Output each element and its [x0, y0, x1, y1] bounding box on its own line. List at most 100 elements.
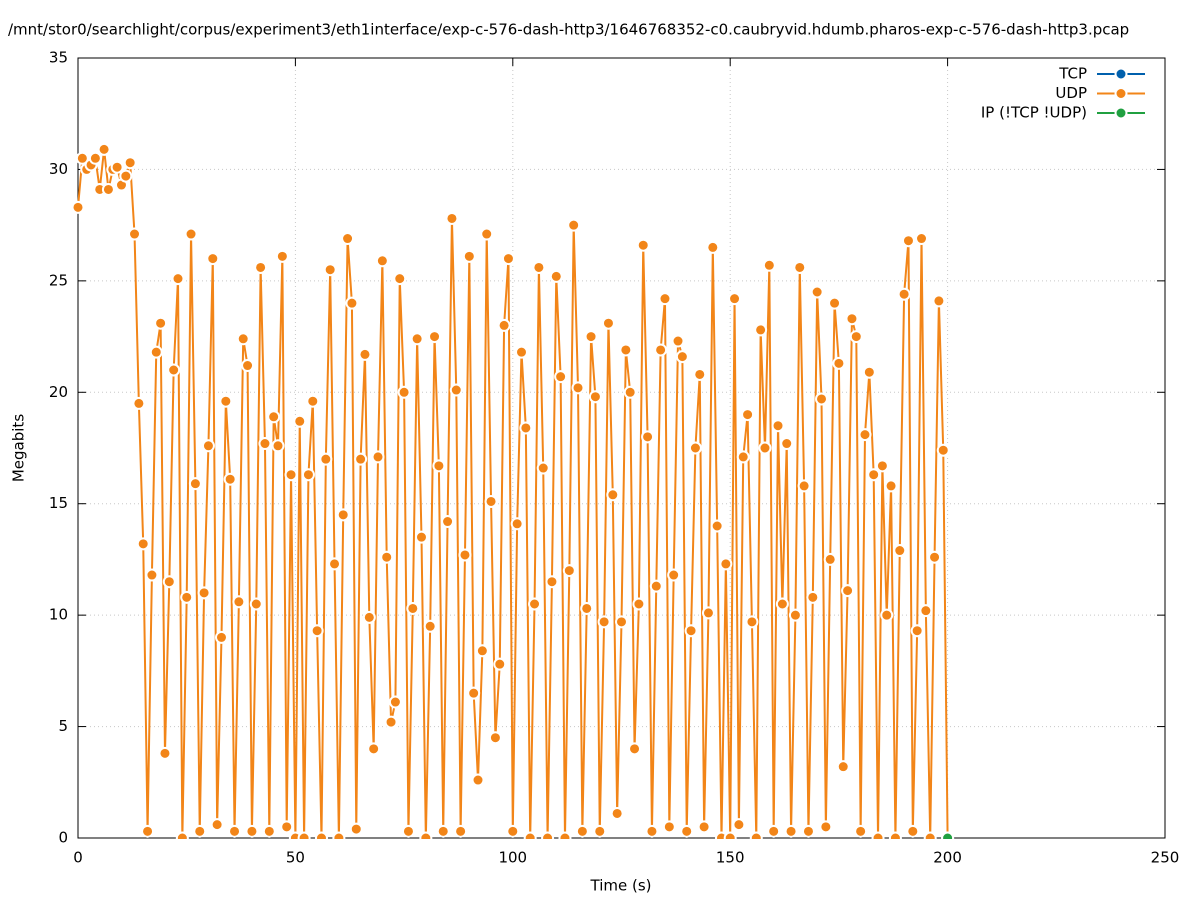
data-point: [554, 370, 568, 384]
data-point: [184, 227, 198, 241]
data-point: [462, 249, 476, 263]
data-point: [162, 575, 176, 589]
data-point: [528, 597, 542, 611]
data-point: [932, 294, 946, 308]
data-point: [197, 586, 211, 600]
data-point: [549, 269, 563, 283]
data-point: [88, 151, 102, 165]
data-point: [188, 477, 202, 491]
data-point: [649, 579, 663, 593]
data-point: [684, 624, 698, 638]
data-point: [601, 316, 615, 330]
data-point: [449, 383, 463, 397]
data-point: [167, 363, 181, 377]
data-point: [706, 240, 720, 254]
data-point: [314, 831, 328, 839]
data-point: [545, 575, 559, 589]
data-point: [671, 334, 685, 348]
series: [72, 142, 955, 839]
data-point: [358, 347, 372, 361]
data-point: [158, 746, 172, 760]
y-tick-label: 25: [49, 271, 68, 289]
data-point: [501, 252, 515, 266]
data-point: [428, 330, 442, 344]
data-point: [206, 252, 220, 266]
data-point: [145, 568, 159, 582]
data-point: [628, 742, 642, 756]
data-point: [754, 323, 768, 337]
data-point: [541, 831, 555, 839]
data-point: [180, 590, 194, 604]
data-point: [323, 263, 337, 277]
data-point: [271, 439, 285, 453]
data-point: [219, 394, 233, 408]
data-point: [641, 430, 655, 444]
data-point: [571, 381, 585, 395]
data-point: [823, 552, 837, 566]
data-point: [741, 408, 755, 422]
data-point: [210, 818, 224, 832]
data-point: [558, 831, 572, 839]
data-point: [154, 316, 168, 330]
data-point: [723, 831, 737, 839]
data-point: [654, 343, 668, 357]
data-point: [771, 419, 785, 433]
data-point: [228, 824, 242, 838]
data-point: [128, 227, 142, 241]
data-point: [923, 831, 937, 839]
data-point: [506, 824, 520, 838]
data-point: [623, 385, 637, 399]
data-point: [397, 385, 411, 399]
data-point: [793, 260, 807, 274]
data-point: [745, 615, 759, 629]
data-point: [245, 824, 259, 838]
data-point: [354, 452, 368, 466]
data-point: [371, 450, 385, 464]
data-point: [588, 390, 602, 404]
data-point: [862, 365, 876, 379]
data-point: [332, 831, 346, 839]
data-point: [584, 330, 598, 344]
data-point: [536, 461, 550, 475]
data-point: [775, 597, 789, 611]
data-point: [701, 606, 715, 620]
data-point: [406, 601, 420, 615]
data-point: [815, 392, 829, 406]
data-point: [414, 530, 428, 544]
data-point: [475, 644, 489, 658]
data-point: [810, 285, 824, 299]
legend-swatch: [1114, 67, 1128, 81]
data-point: [497, 318, 511, 332]
data-point: [467, 686, 481, 700]
data-point: [236, 332, 250, 346]
data-point: [136, 537, 150, 551]
data-point: [301, 468, 315, 482]
data-point: [384, 715, 398, 729]
data-point: [110, 160, 124, 174]
data-point: [232, 595, 246, 609]
data-point: [532, 260, 546, 274]
data-point: [801, 824, 815, 838]
data-point: [471, 773, 485, 787]
data-point: [436, 824, 450, 838]
data-point: [867, 468, 881, 482]
data-point: [610, 806, 624, 820]
data-point: [567, 218, 581, 232]
data-point: [828, 296, 842, 310]
x-tick-label: 150: [716, 849, 745, 867]
x-tick-label: 200: [933, 849, 962, 867]
data-point: [345, 296, 359, 310]
data-point: [510, 517, 524, 531]
data-point: [636, 238, 650, 252]
x-tick-label: 0: [73, 849, 83, 867]
data-point: [819, 820, 833, 834]
data-point: [393, 272, 407, 286]
legend-label: TCP: [1058, 65, 1087, 83]
y-tick-label: 35: [49, 49, 68, 67]
y-tick-label: 20: [49, 383, 68, 401]
x-tick-label: 250: [1151, 849, 1180, 867]
y-tick-label: 5: [58, 717, 68, 735]
data-point: [97, 142, 111, 156]
data-point: [888, 831, 902, 839]
data-point: [615, 615, 628, 629]
